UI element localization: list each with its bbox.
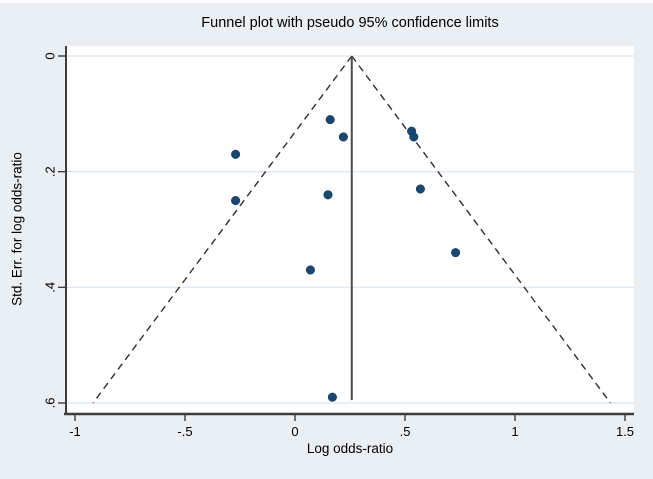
funnel-left-ci-line [92, 55, 353, 404]
data-point [409, 132, 419, 142]
x-tick-label: .5 [400, 424, 411, 439]
x-tick-label: 1 [511, 424, 518, 439]
data-point [338, 132, 348, 142]
x-axis-title: Log odds-ratio [306, 441, 394, 456]
y-axis-title: Std. Err. for log odds-ratio [9, 152, 25, 306]
x-tick-label: -.5 [177, 424, 192, 439]
x-tick-label: -1 [69, 424, 81, 439]
funnel-right-ci-line [351, 55, 612, 404]
y-tick-label: .6 [42, 398, 57, 409]
data-point [325, 115, 335, 125]
data-point [231, 149, 241, 159]
y-tick-label: .2 [42, 166, 57, 177]
data-point [305, 265, 315, 275]
x-tick-label: 0 [291, 424, 298, 439]
data-point [451, 248, 461, 258]
data-point [415, 184, 425, 194]
plot-area [66, 46, 634, 413]
chart-title: Funnel plot with pseudo 95% confidence l… [201, 15, 499, 31]
y-tick-label: .4 [42, 282, 57, 293]
y-tick-label: 0 [42, 52, 57, 59]
funnel-plot-svg: -1 -.5 0 .5 1 1.5 0 .2 .4 .6 [42, 46, 634, 439]
x-tick-label: 1.5 [616, 424, 634, 439]
data-point [323, 190, 333, 200]
data-point [231, 196, 241, 206]
data-point [327, 392, 337, 402]
